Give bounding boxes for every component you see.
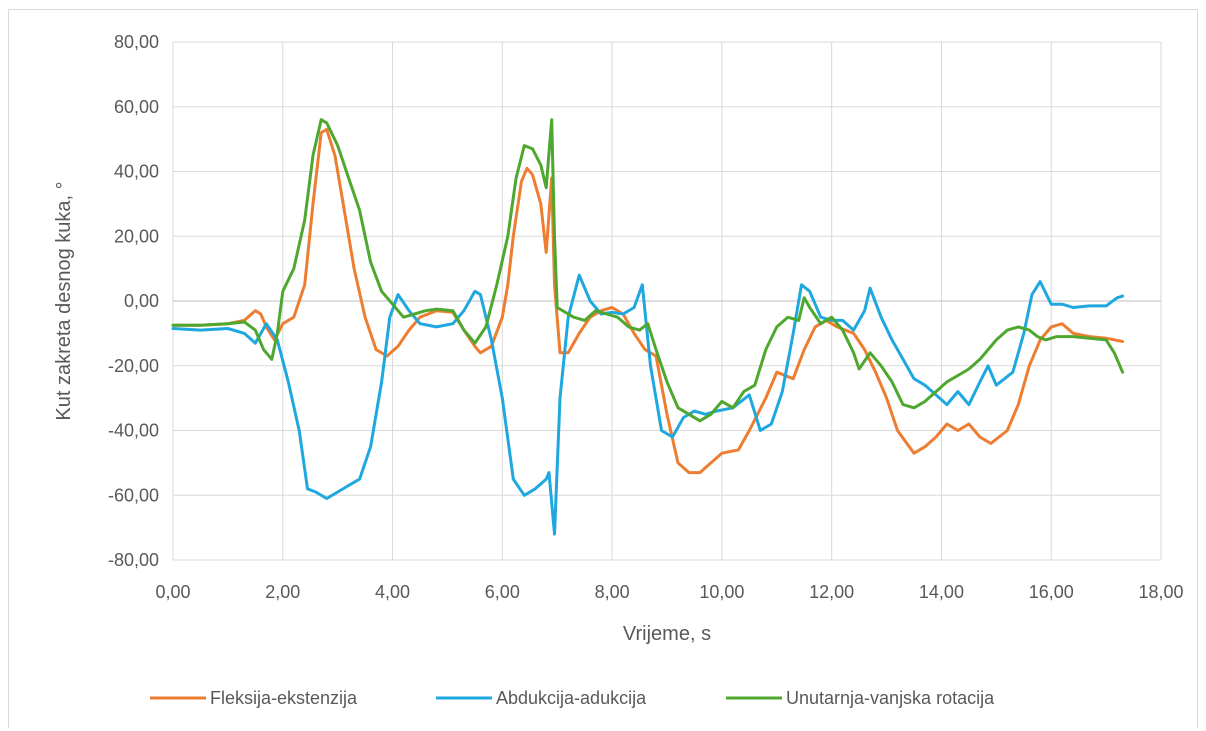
x-tick-label: 4,00 — [375, 582, 410, 602]
x-tick-label: 18,00 — [1138, 582, 1183, 602]
y-tick-label: 0,00 — [124, 291, 159, 311]
gridlines — [172, 41, 1162, 561]
series-line-unutarnja-vanjska-rotacija — [171, 118, 1125, 423]
x-tick-label: 12,00 — [809, 582, 854, 602]
series-lines — [171, 118, 1125, 536]
y-tick-label: -80,00 — [108, 550, 159, 570]
y-tick-label: 40,00 — [114, 162, 159, 182]
y-tick-label: 60,00 — [114, 97, 159, 117]
legend: Fleksija-ekstenzija Abdukcija-adukcija Unu… — [150, 688, 995, 708]
y-tick-label: 20,00 — [114, 226, 159, 246]
series-line-abdukcija-adukcija — [171, 273, 1125, 536]
x-axis-title-text: Vrijeme, s — [623, 623, 711, 645]
x-tick-label: 0,00 — [155, 582, 190, 602]
chart-frame — [8, 9, 1198, 728]
x-axis-title: Vrijeme, s — [623, 623, 711, 645]
legend-label-unutarnja-vanjska-rotacija: Unutarnja-vanjska rotacija — [786, 688, 995, 708]
y-tick-label: -20,00 — [108, 356, 159, 376]
y-tick-label: -40,00 — [108, 421, 159, 441]
x-tick-label: 6,00 — [485, 582, 520, 602]
x-tick-label: 14,00 — [919, 582, 964, 602]
x-tick-label: 8,00 — [595, 582, 630, 602]
series-line-fleksija-ekstenzija — [171, 127, 1125, 475]
y-tick-label: -60,00 — [108, 485, 159, 505]
x-tick-label: 2,00 — [265, 582, 300, 602]
x-axis-tick-labels: 0,00 2,00 4,00 6,00 8,00 10,00 12,00 14,00 16,00… — [155, 582, 1183, 602]
x-tick-label: 16,00 — [1029, 582, 1074, 602]
legend-label-abdukcija-adukcija: Abdukcija-adukcija — [496, 688, 647, 708]
legend-label-fleksija-ekstenzija: Fleksija-ekstenzija — [210, 688, 358, 708]
y-tick-label: 80,00 — [114, 32, 159, 52]
y-axis-title: Kut zakreta desnog kuka, ° — [53, 181, 75, 420]
y-axis-tick-labels: -80,00 -60,00 -40,00 -20,00 0,00 20,00 40,00 60… — [108, 32, 159, 570]
x-tick-label: 10,00 — [699, 582, 744, 602]
